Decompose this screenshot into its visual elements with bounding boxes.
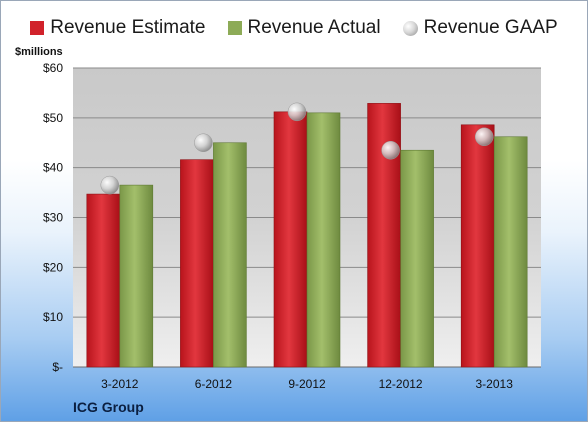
y-axis-labels: $- $10 $20 $30 $40 $50 $60 [43, 61, 63, 374]
marker-revenue-gaap [474, 127, 494, 147]
y-tick-label: $- [52, 360, 63, 374]
x-tick-label: 12-2012 [379, 377, 423, 391]
bar-revenue-estimate [273, 111, 308, 368]
legend-item-estimate: Revenue Estimate [30, 17, 206, 39]
x-tick-label: 3-2012 [101, 377, 139, 391]
y-tick-label: $30 [43, 211, 63, 225]
marker-revenue-gaap [100, 175, 120, 195]
bar-revenue-estimate [86, 193, 121, 368]
legend-item-gaap: Revenue GAAP [402, 17, 558, 39]
bar-revenue-actual [119, 184, 154, 368]
legend-swatch-estimate [30, 21, 45, 35]
company-name: ICG Group [73, 399, 144, 415]
y-tick-label: $20 [43, 260, 63, 274]
marker-revenue-gaap [194, 133, 213, 152]
gaap-markers [100, 102, 494, 195]
bar-revenue-estimate [180, 159, 214, 368]
x-axis-labels: 3-2012 6-2012 9-2012 12-2012 3-2013 [101, 377, 513, 391]
bar-revenue-actual [493, 136, 528, 368]
x-tick-label: 6-2012 [195, 377, 233, 391]
legend: Revenue Estimate Revenue Actual Revenue … [1, 17, 587, 39]
legend-label-actual: Revenue Actual [247, 17, 381, 38]
y-axis-units-label: $millions [15, 46, 63, 58]
legend-swatch-gaap [402, 20, 418, 36]
legend-label-gaap: Revenue GAAP [423, 17, 558, 38]
bars [86, 103, 528, 368]
bar-revenue-actual [213, 142, 247, 368]
legend-swatch-actual [227, 21, 242, 35]
legend-item-actual: Revenue Actual [227, 17, 381, 39]
marker-revenue-gaap [381, 140, 400, 160]
bar-revenue-actual [400, 149, 434, 368]
y-tick-label: $10 [43, 310, 63, 324]
marker-revenue-gaap [287, 102, 307, 122]
bar-revenue-estimate [460, 124, 495, 368]
y-tick-label: $50 [43, 111, 63, 125]
x-tick-label: 3-2013 [476, 377, 514, 391]
bar-revenue-actual [306, 112, 341, 368]
y-tick-label: $60 [43, 61, 63, 75]
legend-label-estimate: Revenue Estimate [50, 17, 206, 38]
y-tick-label: $40 [43, 161, 63, 175]
x-tick-label: 9-2012 [288, 377, 326, 391]
